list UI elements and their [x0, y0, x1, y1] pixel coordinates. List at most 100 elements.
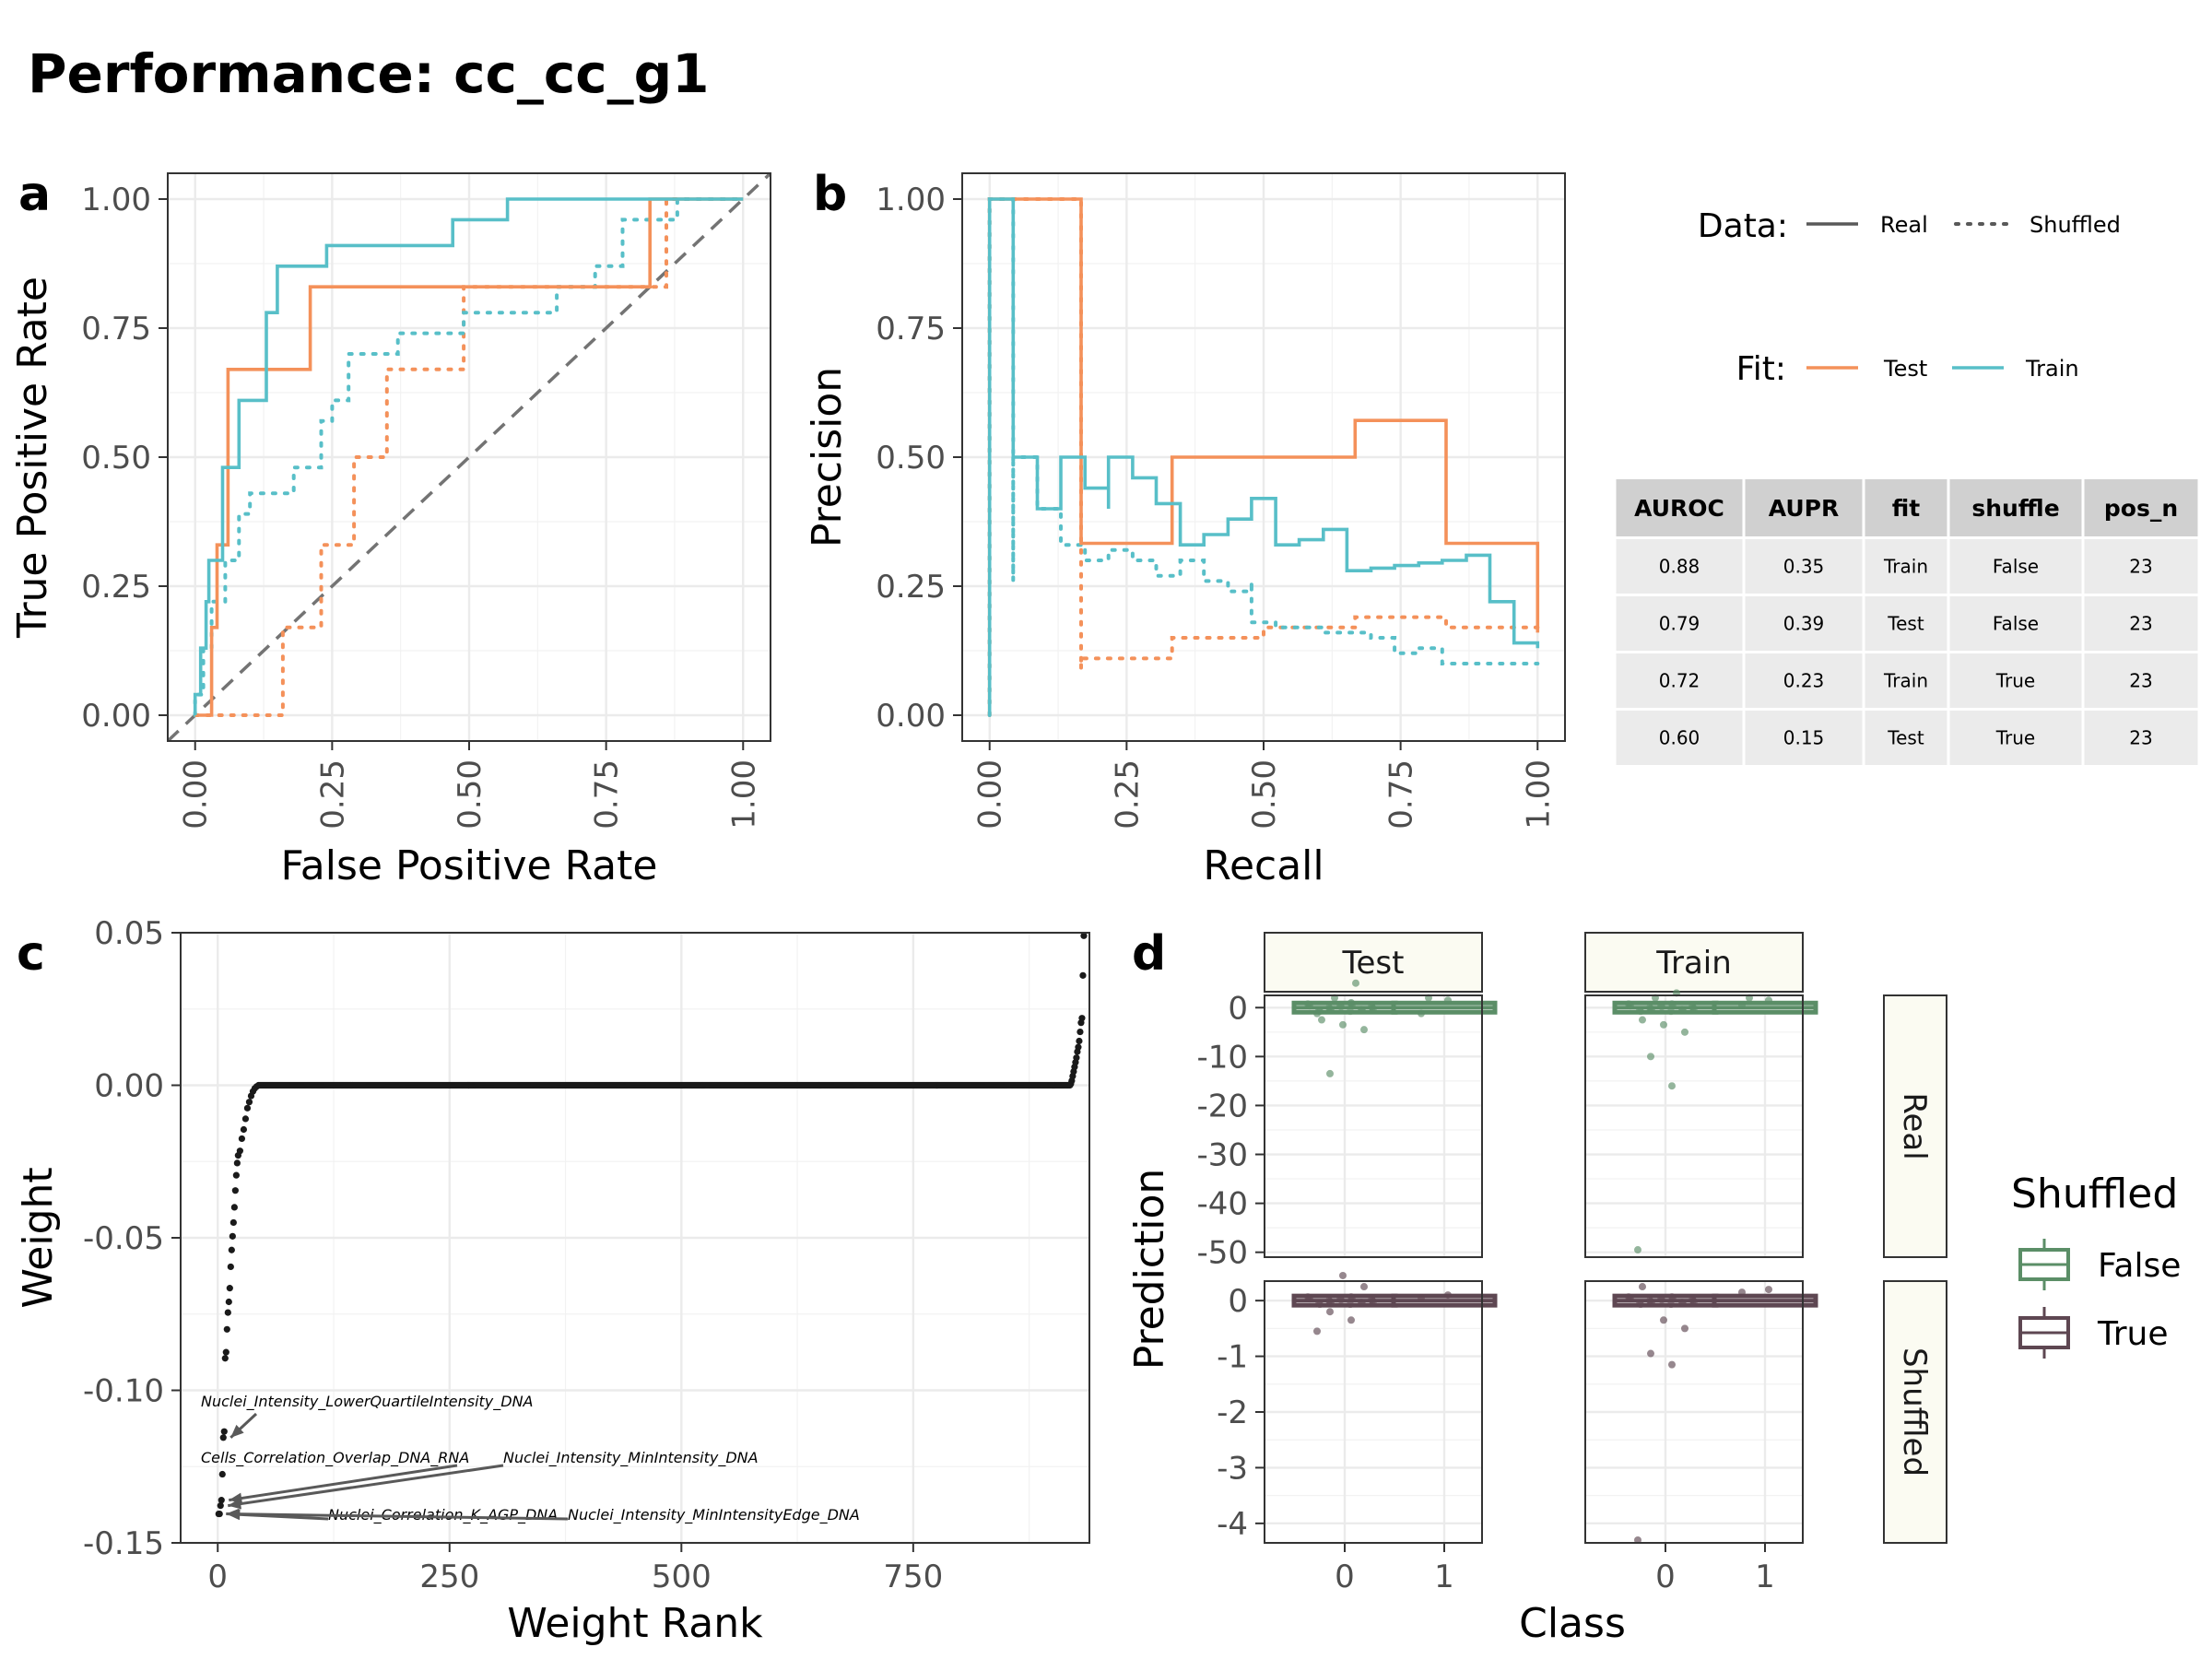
x-tick-label: 1.00 [725, 759, 762, 830]
y-tick-label: 1.00 [81, 182, 151, 218]
table-cell-text: Train [1883, 556, 1928, 578]
table-cell [1745, 539, 1863, 594]
y-tick-label: -0.10 [83, 1373, 164, 1410]
prediction-point [1660, 1316, 1667, 1324]
y-axis-title: True Positive Rate [9, 276, 56, 639]
prediction-point [1348, 1001, 1356, 1009]
prediction-point [1738, 1001, 1746, 1009]
series-train-real [193, 197, 744, 715]
table-cell [1865, 711, 1947, 765]
weight-point [1073, 1054, 1080, 1062]
panel-border [1264, 1280, 1483, 1544]
prediction-point [1669, 1001, 1677, 1009]
prediction-point [1318, 1016, 1325, 1024]
legend-shuffled: Shuffled False True [2011, 1171, 2181, 1359]
prediction-point [1627, 1295, 1634, 1303]
prediction-point [1648, 1299, 1655, 1307]
table-cell [1745, 711, 1863, 765]
prediction-point [1765, 996, 1772, 1005]
facet-panel-real-test [1264, 979, 1498, 1258]
y-tick-label: 0.50 [876, 440, 946, 477]
x-tick-label: 0.00 [972, 759, 1009, 830]
annotation-label: Nuclei_Correlation_K_AGP_DNA [328, 1506, 558, 1524]
weight-point [241, 1115, 250, 1123]
table-cell [2084, 711, 2198, 765]
metrics-table: AUROC AUPR fit shuffle pos_n 0.88 0.35 Train Fal… [1616, 479, 2198, 765]
annotation-arrow [228, 1464, 504, 1508]
x-tick-label: 0.75 [589, 759, 626, 830]
table-cell [2084, 539, 2198, 594]
table-cell-text: 0.88 [1659, 556, 1700, 578]
prediction-point [1337, 1003, 1345, 1011]
weight-annotations: Nuclei_Intensity_LowerQuartileIntensity_… [201, 1393, 860, 1524]
weight-point [227, 1263, 234, 1271]
prediction-point [1347, 1300, 1354, 1309]
facet-strip-label: Test [1342, 945, 1405, 982]
weight-point [1076, 1037, 1083, 1045]
prediction-point [1348, 1294, 1356, 1302]
y-tick-label: 0.05 [94, 915, 164, 952]
weight-point [243, 1104, 252, 1112]
y-tick-label: -4 [1217, 1506, 1248, 1543]
panel-border [1584, 1280, 1804, 1544]
weight-point [219, 1434, 227, 1441]
panel-letter: c [17, 926, 45, 982]
series-train-real [987, 197, 1540, 715]
table-cell-text: 0.23 [1783, 670, 1825, 692]
prediction-point [1647, 1053, 1654, 1061]
prediction-point [1360, 1026, 1368, 1034]
y-tick-label: -3 [1217, 1450, 1248, 1487]
weight-point [218, 1497, 225, 1504]
legend-label-train: Train [2025, 356, 2079, 382]
table-cell [1865, 653, 1947, 708]
annotation-arrowhead [226, 1508, 240, 1520]
panel-d: Test TrainReal0-10-20-30-40-50Shuffled0-1… [1126, 926, 2181, 1647]
weight-point [222, 1348, 229, 1356]
weight-point [1079, 971, 1087, 979]
panel-letter: a [18, 167, 51, 222]
table-cell-text: Train [1883, 670, 1928, 692]
x-tick-label: 1.00 [1520, 759, 1557, 830]
table-cell-text: False [1993, 613, 2039, 635]
weight-point [238, 1135, 246, 1143]
prediction-point [1306, 1295, 1313, 1303]
y-tick-label: -50 [1196, 1235, 1248, 1272]
y-tick-label: -0.15 [83, 1525, 164, 1562]
plot-area [168, 173, 771, 741]
y-tick-label: -10 [1196, 1039, 1248, 1076]
legend-label-real: Real [1880, 212, 1928, 238]
prediction-point [1327, 1299, 1335, 1307]
prediction-point [1359, 1300, 1366, 1308]
annotation-arrow [229, 1464, 458, 1502]
weight-point [236, 1147, 243, 1155]
table-header-cell [2084, 479, 2198, 536]
prediction-point [1326, 1308, 1334, 1316]
prediction-point [1634, 1535, 1641, 1544]
annotation-label: Nuclei_Intensity_LowerQuartileIntensity_… [201, 1393, 534, 1411]
y-tick-label: 1.00 [876, 182, 946, 218]
prediction-point [1316, 1007, 1324, 1016]
table-cell-text: 0.39 [1783, 613, 1825, 635]
plot-area [987, 197, 1540, 717]
y-tick-label: 0.75 [81, 311, 151, 347]
prediction-point [1418, 1009, 1425, 1018]
prediction-point [1359, 1006, 1366, 1015]
panel-b: 0.00 0.00 0.25 0.25 0.50 0.50 0.75 0.75 1.00 1.00… [804, 167, 1566, 889]
y-tick-label: -2 [1217, 1394, 1248, 1431]
weight-point [226, 1285, 233, 1292]
prediction-point [1690, 1005, 1698, 1013]
x-tick-label: 0.50 [452, 759, 488, 830]
table-cell [1949, 596, 2082, 651]
prediction-point [1444, 996, 1452, 1005]
table-cell [1616, 711, 1743, 765]
table-cell-text: Test [1887, 727, 1924, 749]
prediction-point [1370, 1298, 1377, 1306]
y-tick-label: -30 [1196, 1137, 1248, 1174]
prediction-point [1668, 1082, 1676, 1090]
facet-panel-shuffled-train [1584, 1280, 1818, 1544]
series-test-real [194, 197, 744, 717]
weight-point [228, 1246, 235, 1253]
table-cell [1949, 539, 2082, 594]
prediction-point [1637, 1300, 1644, 1309]
panel-border [1264, 994, 1483, 1258]
